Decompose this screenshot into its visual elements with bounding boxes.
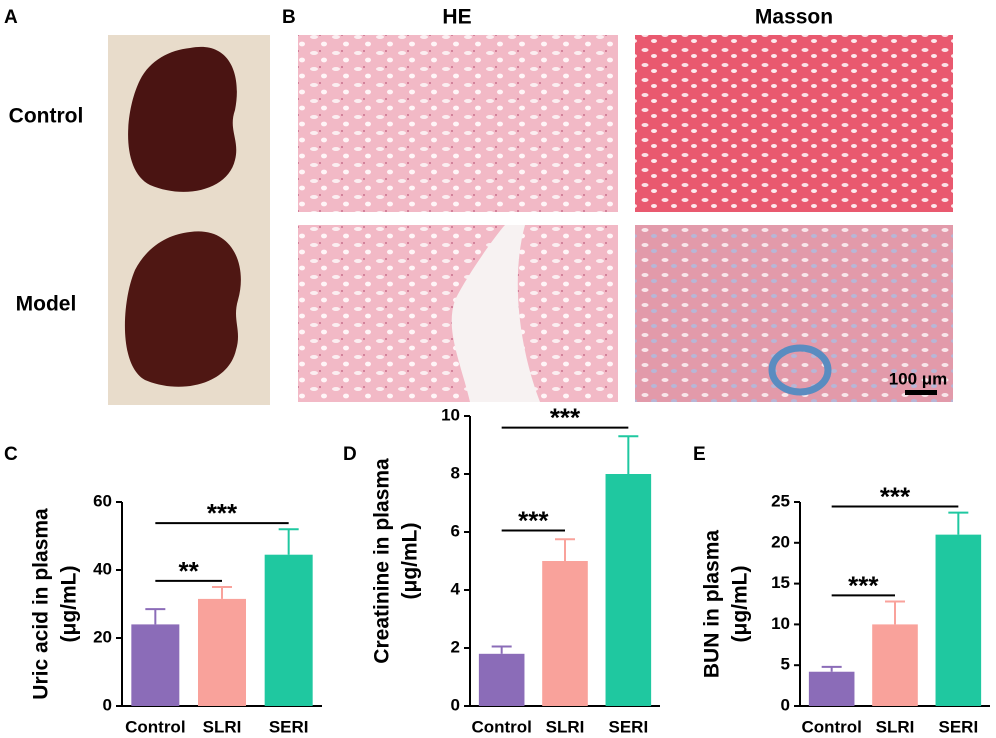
x-tick-label: Control [125,717,185,736]
bar [264,554,313,706]
y-tick-label: 40 [93,559,112,578]
x-tick-label: SLRI [203,717,242,736]
y-tick-label: 0 [781,695,790,714]
y-tick-label: 20 [771,532,790,551]
y-tick-label: 10 [771,614,790,633]
column-label: HE [442,6,471,29]
bar [935,534,982,706]
y-tick-label: 6 [451,521,460,540]
y-axis-label: BUN in plasma [701,530,724,679]
y-tick-label: 2 [451,637,460,656]
y-tick-label: 25 [771,491,790,510]
bar [478,653,525,706]
y-tick-label: 8 [451,463,460,482]
tissue-image [635,225,953,402]
y-tick-label: 0 [451,695,460,714]
bar [198,598,246,706]
panel-label: C [4,444,18,465]
x-tick-label: SLRI [876,717,915,736]
significance-label: *** [848,570,879,600]
kidney [128,46,237,192]
y-axis-label: Creatinine in plasma [371,458,394,664]
tissue-image [298,35,618,212]
bar [808,671,855,706]
kidney [124,231,241,387]
y-tick-label: 5 [781,655,790,674]
significance-label: *** [550,402,581,432]
y-tick-label: 4 [451,579,461,598]
y-tick-label: 60 [93,491,112,510]
x-tick-label: Control [801,717,861,736]
tissue-image [635,35,953,212]
x-tick-label: SERI [938,717,978,736]
significance-label: *** [880,481,911,511]
y-tick-label: 20 [93,627,112,646]
row-label: Control [9,105,84,128]
row-label: Model [16,293,77,316]
y-tick-label: 0 [103,695,112,714]
column-label: Masson [755,6,833,29]
scale-bar [905,390,937,395]
significance-label: *** [518,505,549,535]
significance-label: ** [179,556,200,586]
x-tick-label: SERI [269,717,309,736]
x-tick-label: SERI [608,717,648,736]
scale-label: 100 μm [889,369,948,388]
x-tick-label: Control [471,717,531,736]
panel-label: D [343,444,357,465]
y-axis-label: (μg/mL) [58,566,81,643]
significance-label: *** [207,498,238,528]
bar [131,624,180,706]
bar [542,561,588,706]
bar [605,474,652,706]
panel-label: E [693,444,706,465]
y-tick-label: 10 [441,405,460,424]
y-tick-label: 15 [771,573,790,592]
x-tick-label: SLRI [546,717,585,736]
y-axis-label: (μg/mL) [729,566,752,643]
bar [872,624,918,706]
y-axis-label: Uric acid in plasma [30,508,53,700]
panel-label: A [4,7,18,28]
y-axis-label: (μg/mL) [399,523,422,600]
panel-label: B [282,7,296,28]
vessel [451,225,540,402]
fibrosis [768,344,832,396]
